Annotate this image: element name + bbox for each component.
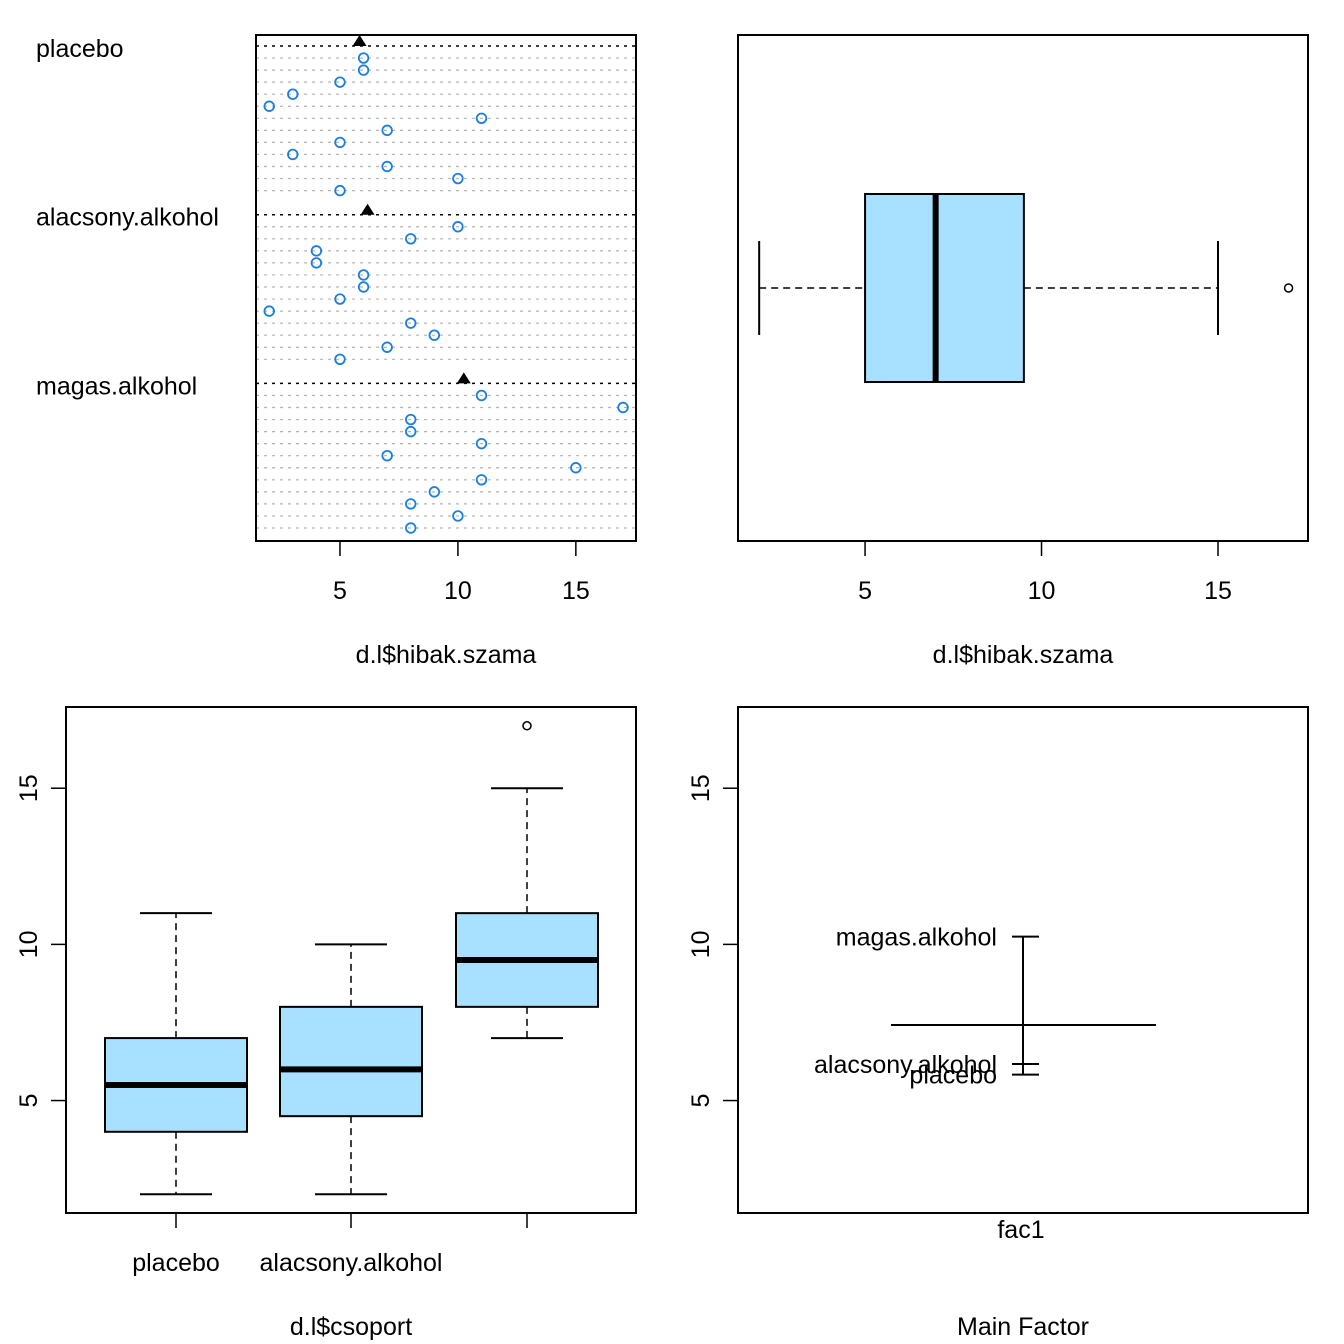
hbox-xlabel: d.l$hibak.szama — [933, 641, 1114, 669]
data-point — [475, 437, 488, 450]
data-point — [428, 329, 441, 341]
dotchart-points — [263, 52, 629, 534]
data-point — [334, 136, 346, 149]
group-label: placebo — [36, 35, 124, 63]
box-group — [279, 943, 423, 1196]
data-point — [310, 245, 323, 257]
x-tick-label: 15 — [562, 577, 590, 605]
data-point — [334, 76, 346, 88]
dotchart-means — [352, 35, 471, 384]
y-tick-label: 15 — [687, 774, 715, 802]
data-point — [617, 401, 629, 414]
y-tick-label: 5 — [15, 1094, 43, 1108]
y-tick-label: 10 — [15, 930, 43, 958]
data-point — [405, 498, 417, 510]
data-point — [310, 257, 323, 269]
hbox-box — [758, 193, 1294, 383]
data-point — [334, 353, 346, 366]
level-label: alacsony.alkohol — [814, 1051, 997, 1079]
data-point — [405, 413, 417, 426]
grouped-boxplot-panel: 5 10 15 placebo alacsony.alkohol d.l$csopor… — [15, 706, 637, 1341]
data-point — [263, 100, 275, 112]
data-point — [475, 112, 488, 125]
data-point — [405, 522, 417, 534]
x-tick-label: 15 — [1204, 577, 1232, 605]
data-point — [357, 281, 370, 293]
data-point — [357, 269, 370, 281]
y-tick-label: 5 — [687, 1094, 715, 1108]
group-label: alacsony.alkohol — [36, 204, 219, 232]
box-group — [104, 912, 248, 1196]
dotchart-gridlines — [256, 45, 636, 529]
data-point — [405, 233, 417, 245]
horizontal-boxplot-panel: 5 10 15 d.l$hibak.szama — [737, 34, 1309, 669]
gbox-x-axis: placebo alacsony.alkohol — [132, 1213, 528, 1277]
y-tick-label: 15 — [15, 774, 43, 802]
x-tick-label: 10 — [1028, 577, 1056, 605]
data-point — [452, 221, 464, 233]
design-plot-panel: 5 10 15 magas.alkohol alacsony.alkoholplace… — [687, 706, 1309, 1341]
iqr-box — [864, 193, 1025, 383]
data-point — [334, 293, 346, 305]
dotchart-frame — [255, 34, 637, 542]
design-y-axis: 5 10 15 — [687, 774, 738, 1108]
data-point — [405, 425, 417, 438]
design-frame — [737, 706, 1309, 1214]
outlier-point — [522, 720, 532, 731]
design-title: Main Factor — [957, 1313, 1089, 1341]
hbox-x-axis: 5 10 15 — [858, 541, 1232, 605]
x-tick-label: alacsony.alkohol — [260, 1249, 443, 1277]
box-group — [455, 720, 599, 1040]
data-point — [475, 474, 488, 486]
x-tick-label: 5 — [333, 577, 347, 605]
data-point — [428, 486, 441, 498]
group-mean-marker — [360, 203, 375, 215]
data-point — [452, 172, 464, 185]
outlier-point — [1283, 283, 1294, 293]
data-point — [287, 148, 299, 161]
dotchart-x-axis: 5 10 15 — [333, 541, 590, 605]
data-point — [381, 124, 393, 137]
y-tick-label: 10 — [687, 930, 715, 958]
grouped-boxes — [104, 720, 599, 1196]
level-label: placebo — [909, 1062, 997, 1090]
hbox-frame — [737, 34, 1309, 542]
data-point — [263, 305, 275, 317]
dotchart-xlabel: d.l$hibak.szama — [356, 641, 537, 669]
data-point — [381, 160, 393, 173]
data-point — [334, 184, 346, 197]
data-point — [452, 510, 464, 522]
data-point — [381, 450, 393, 462]
data-point — [381, 341, 393, 353]
x-tick-label: 5 — [858, 577, 872, 605]
data-point — [287, 88, 299, 100]
gbox-xlabel: d.l$csoport — [290, 1313, 412, 1341]
x-tick-label: placebo — [132, 1249, 220, 1277]
group-label: magas.alkohol — [36, 372, 197, 400]
data-point — [357, 64, 370, 76]
data-point — [570, 462, 582, 474]
design-xlabel: fac1 — [997, 1216, 1044, 1244]
data-point — [405, 317, 417, 329]
iqr-box — [279, 1005, 423, 1118]
data-point — [475, 389, 488, 402]
dotchart-group-labels: placebo alacsony.alkohol magas.alkohol — [36, 35, 219, 400]
data-point — [357, 52, 370, 64]
level-label: magas.alkohol — [836, 924, 997, 952]
group-mean-marker — [456, 372, 471, 384]
x-tick-label: 10 — [444, 577, 472, 605]
gbox-y-axis: 5 10 15 — [15, 774, 66, 1108]
group-mean-marker — [352, 35, 367, 46]
dotchart-panel: placebo alacsony.alkohol magas.alkohol 5 10… — [36, 34, 637, 669]
